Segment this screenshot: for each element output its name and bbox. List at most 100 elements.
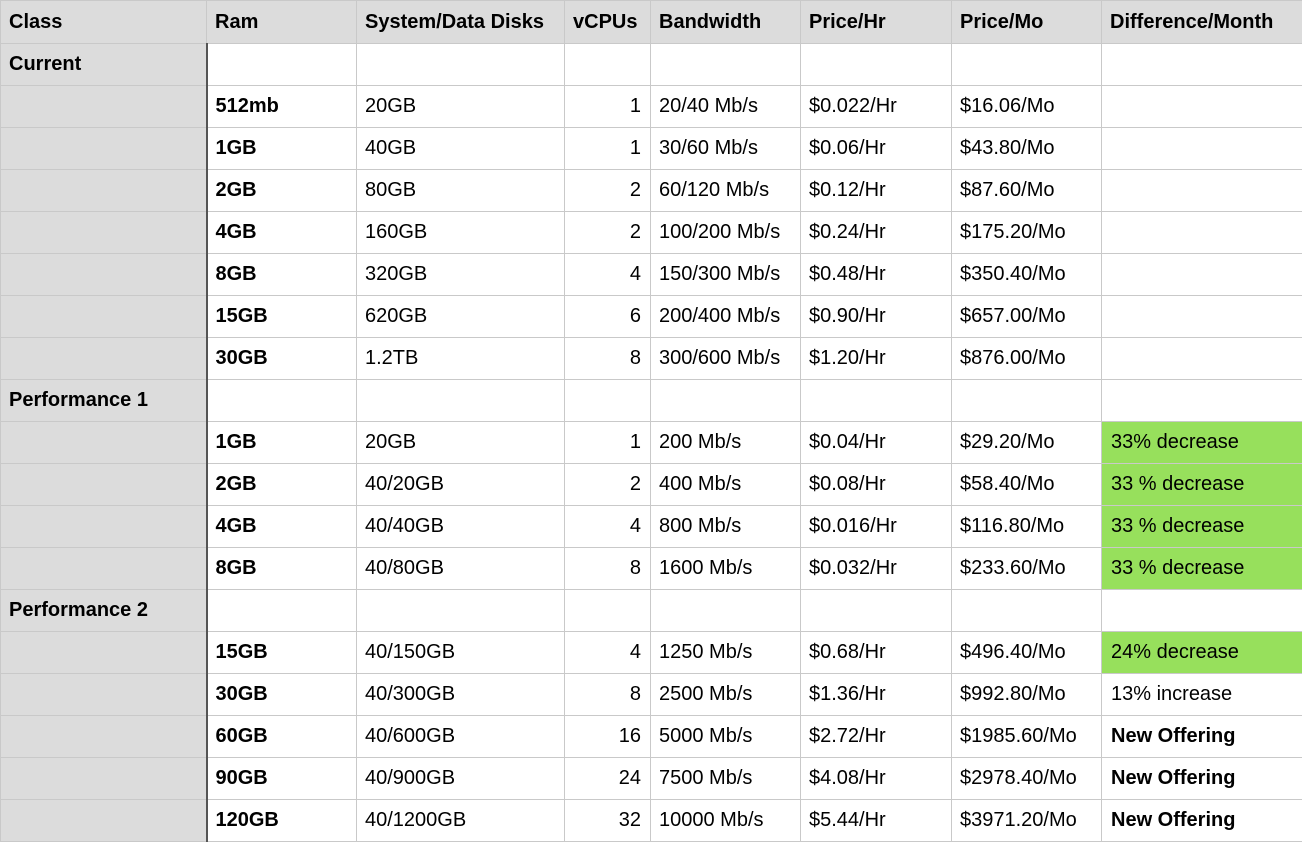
table-row: 512mb 20GB 1 20/40 Mb/s $0.022/Hr $16.06/Mo (0, 85, 1302, 128)
empty-cell (564, 589, 651, 632)
header-class: Class (0, 0, 207, 44)
cell-price-hr: $0.032/Hr (800, 547, 952, 590)
cell-price-hr: $0.016/Hr (800, 505, 952, 548)
cell-price-hr: $0.04/Hr (800, 421, 952, 464)
cell-difference: 24% decrease (1101, 631, 1302, 674)
cell-price-mo: $116.80/Mo (951, 505, 1102, 548)
cell-disks: 40GB (356, 127, 565, 170)
empty-cell (800, 43, 952, 86)
cell-disks: 80GB (356, 169, 565, 212)
cell-disks: 620GB (356, 295, 565, 338)
cell-bandwidth: 200/400 Mb/s (650, 295, 801, 338)
cell-price-mo: $58.40/Mo (951, 463, 1102, 506)
cell-vcpus: 16 (564, 715, 651, 758)
empty-cell (951, 379, 1102, 422)
empty-cell (356, 589, 565, 632)
cell-price-mo: $43.80/Mo (951, 127, 1102, 170)
cell-price-hr: $4.08/Hr (800, 757, 952, 800)
cell-ram: 4GB (206, 505, 357, 548)
class-cell (0, 85, 208, 128)
cell-disks: 40/300GB (356, 673, 565, 716)
cell-price-mo: $992.80/Mo (951, 673, 1102, 716)
cell-vcpus: 1 (564, 127, 651, 170)
cell-vcpus: 2 (564, 211, 651, 254)
cell-disks: 20GB (356, 421, 565, 464)
cell-bandwidth: 800 Mb/s (650, 505, 801, 548)
empty-cell (356, 43, 565, 86)
cell-price-mo: $2978.40/Mo (951, 757, 1102, 800)
cell-bandwidth: 30/60 Mb/s (650, 127, 801, 170)
cell-price-hr: $5.44/Hr (800, 799, 952, 842)
cell-disks: 40/1200GB (356, 799, 565, 842)
header-ram: Ram (206, 0, 357, 44)
cell-price-mo: $3971.20/Mo (951, 799, 1102, 842)
cell-price-hr: $0.12/Hr (800, 169, 952, 212)
cell-price-mo: $657.00/Mo (951, 295, 1102, 338)
group-row: Performance 1 (0, 379, 1302, 422)
cell-difference (1101, 253, 1302, 296)
header-price-hr: Price/Hr (800, 0, 952, 44)
cell-vcpus: 8 (564, 337, 651, 380)
cell-ram: 512mb (206, 85, 357, 128)
cell-bandwidth: 10000 Mb/s (650, 799, 801, 842)
table-row: 4GB 40/40GB 4 800 Mb/s $0.016/Hr $116.80/Mo 33… (0, 505, 1302, 548)
cell-ram: 2GB (206, 463, 357, 506)
cell-disks: 20GB (356, 85, 565, 128)
cell-price-mo: $175.20/Mo (951, 211, 1102, 254)
cell-disks: 40/900GB (356, 757, 565, 800)
cell-ram: 15GB (206, 295, 357, 338)
cell-disks: 160GB (356, 211, 565, 254)
cell-bandwidth: 20/40 Mb/s (650, 85, 801, 128)
cell-price-mo: $350.40/Mo (951, 253, 1102, 296)
cell-disks: 320GB (356, 253, 565, 296)
cell-bandwidth: 400 Mb/s (650, 463, 801, 506)
group-label: Current (0, 43, 208, 86)
cell-difference: New Offering (1101, 757, 1302, 800)
cell-vcpus: 24 (564, 757, 651, 800)
cell-bandwidth: 1250 Mb/s (650, 631, 801, 674)
table-body: Current 512mb 20GB 1 20/40 Mb/s $0.022/Hr $16.… (0, 43, 1302, 842)
cell-bandwidth: 7500 Mb/s (650, 757, 801, 800)
table-row: 8GB 40/80GB 8 1600 Mb/s $0.032/Hr $233.60/Mo 3… (0, 547, 1302, 590)
table-row: 60GB 40/600GB 16 5000 Mb/s $2.72/Hr $1985.60/… (0, 715, 1302, 758)
class-cell (0, 673, 208, 716)
empty-cell (650, 379, 801, 422)
cell-difference: 33 % decrease (1101, 547, 1302, 590)
cell-disks: 40/20GB (356, 463, 565, 506)
class-cell (0, 463, 208, 506)
group-row: Performance 2 (0, 589, 1302, 632)
class-cell (0, 169, 208, 212)
cell-vcpus: 6 (564, 295, 651, 338)
table-row: 30GB 40/300GB 8 2500 Mb/s $1.36/Hr $992.80/Mo… (0, 673, 1302, 716)
cell-difference: New Offering (1101, 715, 1302, 758)
header-row: Class Ram System/Data Disks vCPUs Bandwi… (0, 0, 1302, 44)
cell-difference: 13% increase (1101, 673, 1302, 716)
cell-disks: 40/600GB (356, 715, 565, 758)
class-cell (0, 631, 208, 674)
table-row: 30GB 1.2TB 8 300/600 Mb/s $1.20/Hr $876.00/Mo (0, 337, 1302, 380)
table-row: 1GB 20GB 1 200 Mb/s $0.04/Hr $29.20/Mo 33% dec… (0, 421, 1302, 464)
cell-disks: 40/40GB (356, 505, 565, 548)
class-cell (0, 799, 208, 842)
empty-cell (206, 43, 357, 86)
group-label: Performance 1 (0, 379, 208, 422)
cell-price-mo: $496.40/Mo (951, 631, 1102, 674)
header-difference: Difference/Month (1101, 0, 1302, 44)
empty-cell (800, 589, 952, 632)
cell-vcpus: 4 (564, 505, 651, 548)
cell-price-hr: $1.20/Hr (800, 337, 952, 380)
header-bandwidth: Bandwidth (650, 0, 801, 44)
cell-price-mo: $16.06/Mo (951, 85, 1102, 128)
class-cell (0, 505, 208, 548)
cell-ram: 4GB (206, 211, 357, 254)
cell-disks: 40/80GB (356, 547, 565, 590)
cell-price-mo: $1985.60/Mo (951, 715, 1102, 758)
cell-ram: 15GB (206, 631, 357, 674)
cell-difference: New Offering (1101, 799, 1302, 842)
empty-cell (1101, 589, 1302, 632)
cell-difference (1101, 85, 1302, 128)
cell-difference (1101, 211, 1302, 254)
class-cell (0, 127, 208, 170)
cell-bandwidth: 200 Mb/s (650, 421, 801, 464)
